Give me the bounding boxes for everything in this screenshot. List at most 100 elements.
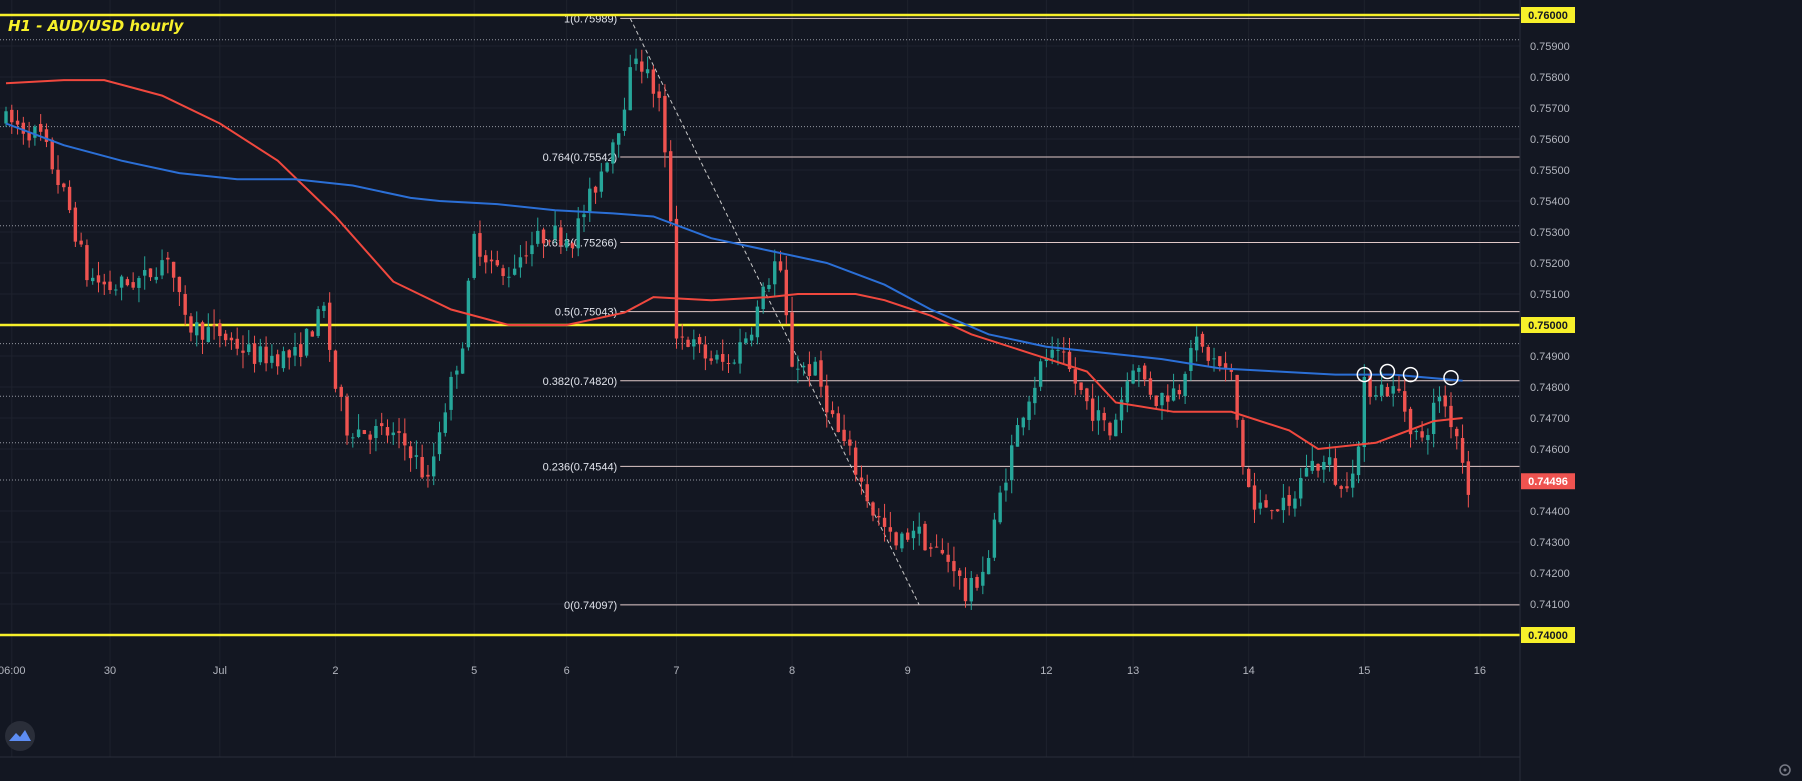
candle-body [362,430,367,434]
time-tick-label: 13 [1127,665,1139,677]
key-level-label: 0.74000 [1528,630,1568,642]
candle-body [1044,358,1049,362]
candle-body [929,547,933,549]
candle-body [1281,497,1286,511]
candle-body [1299,477,1303,499]
candle-body [426,474,430,477]
candle-body [1270,510,1274,512]
candle-body [721,354,725,362]
candle-body [778,261,783,271]
candle-body [588,188,592,213]
time-tick-label: 15 [1358,665,1370,677]
candle-body [692,339,696,347]
last-price-tag [1521,473,1575,490]
candle-body [484,255,488,263]
candle-body [275,354,280,367]
candle-body [1212,358,1216,360]
candle-body [859,477,864,482]
candle-body [287,350,291,358]
candle-body [478,233,482,257]
candle-body [414,455,419,457]
candle-body [905,532,910,540]
candle-body [304,328,309,356]
candle-body [85,245,89,281]
candle-body [351,437,355,439]
candle-body [894,532,898,546]
candle-body [1148,378,1153,395]
candle-body [1154,395,1158,407]
price-tick-label: 0.74400 [1530,506,1570,518]
price-tick-label: 0.75400 [1530,196,1570,208]
candle-body [900,533,904,549]
candle-body [1368,374,1372,397]
candle-body [732,362,736,364]
candle-body [547,240,552,242]
candle-body [570,243,575,249]
candle-body [669,151,673,222]
candle-body [1108,422,1112,436]
fib-level-label: 0.236(0.74544) [543,461,618,473]
price-tick-label: 0.74600 [1530,444,1570,456]
time-tick-label: 16 [1474,665,1486,677]
candle-body [1258,502,1262,509]
candle-body [553,225,557,239]
price-tick-label: 0.75300 [1530,227,1570,239]
candle-body [813,361,817,376]
candle-body [1166,395,1170,402]
candle-body [1067,351,1072,370]
candle-body [1235,374,1239,420]
price-tick-label: 0.75100 [1530,289,1570,301]
candle-body [247,344,251,353]
candle-body [125,279,130,286]
fib-level-label: 0.764(0.75542) [543,152,618,164]
time-tick-label: 2 [332,665,338,677]
candle-body [1183,373,1187,397]
candle-body [131,282,135,288]
candle-body [801,365,806,368]
candle-body [952,561,956,572]
candle-body [657,91,661,98]
price-tick-label: 0.74700 [1530,413,1570,425]
candle-body [1102,412,1106,421]
candle-body [616,133,621,145]
logo-icon[interactable] [5,721,35,751]
candle-body [223,333,228,341]
fibonacci-retracement[interactable]: 1(0.75989) 0.764(0.75542) 0.618(0.75266) 0.… [543,13,1520,612]
candle-body [56,169,60,185]
candle-body [1293,498,1297,509]
dotted-levels [0,39,1520,481]
candle-body [541,229,546,244]
candle-body [1229,369,1234,372]
candle-body [911,530,916,539]
candle-body [1345,486,1349,489]
key-levels[interactable]: 0.76000 0.75000 0.74000 [0,7,1575,643]
time-tick-label: 8 [789,665,795,677]
candle-body [998,492,1002,523]
moving-averages [5,79,1463,451]
time-tick-label: Jul [213,665,227,677]
candle-body [1414,430,1419,433]
candle-body [374,426,378,438]
candle-body [1096,410,1101,421]
price-axis[interactable]: 0.75900 0.75800 0.75700 0.75600 0.75500 0.754… [1521,41,1575,611]
candle-body [137,278,141,288]
key-level-label: 0.76000 [1528,10,1568,22]
candle-body [229,337,234,341]
candle-body [166,257,170,260]
candle-body [744,338,748,343]
time-axis[interactable]: 06:00 30 Jul 2 5 6 7 8 9 12 13 14 15 16 [0,665,1486,677]
fib-trend-line[interactable] [629,18,920,606]
time-tick-label: 12 [1040,665,1052,677]
candle-body [1015,425,1020,447]
candle-body [241,350,245,353]
candle-body [1033,387,1037,404]
candle-body [403,433,407,446]
candle-body [310,331,315,337]
candle-body [397,431,401,433]
candle-body [882,517,887,527]
candle-body [842,429,846,442]
settings-icon[interactable] [1779,764,1791,776]
key-level-tag [1521,317,1575,333]
